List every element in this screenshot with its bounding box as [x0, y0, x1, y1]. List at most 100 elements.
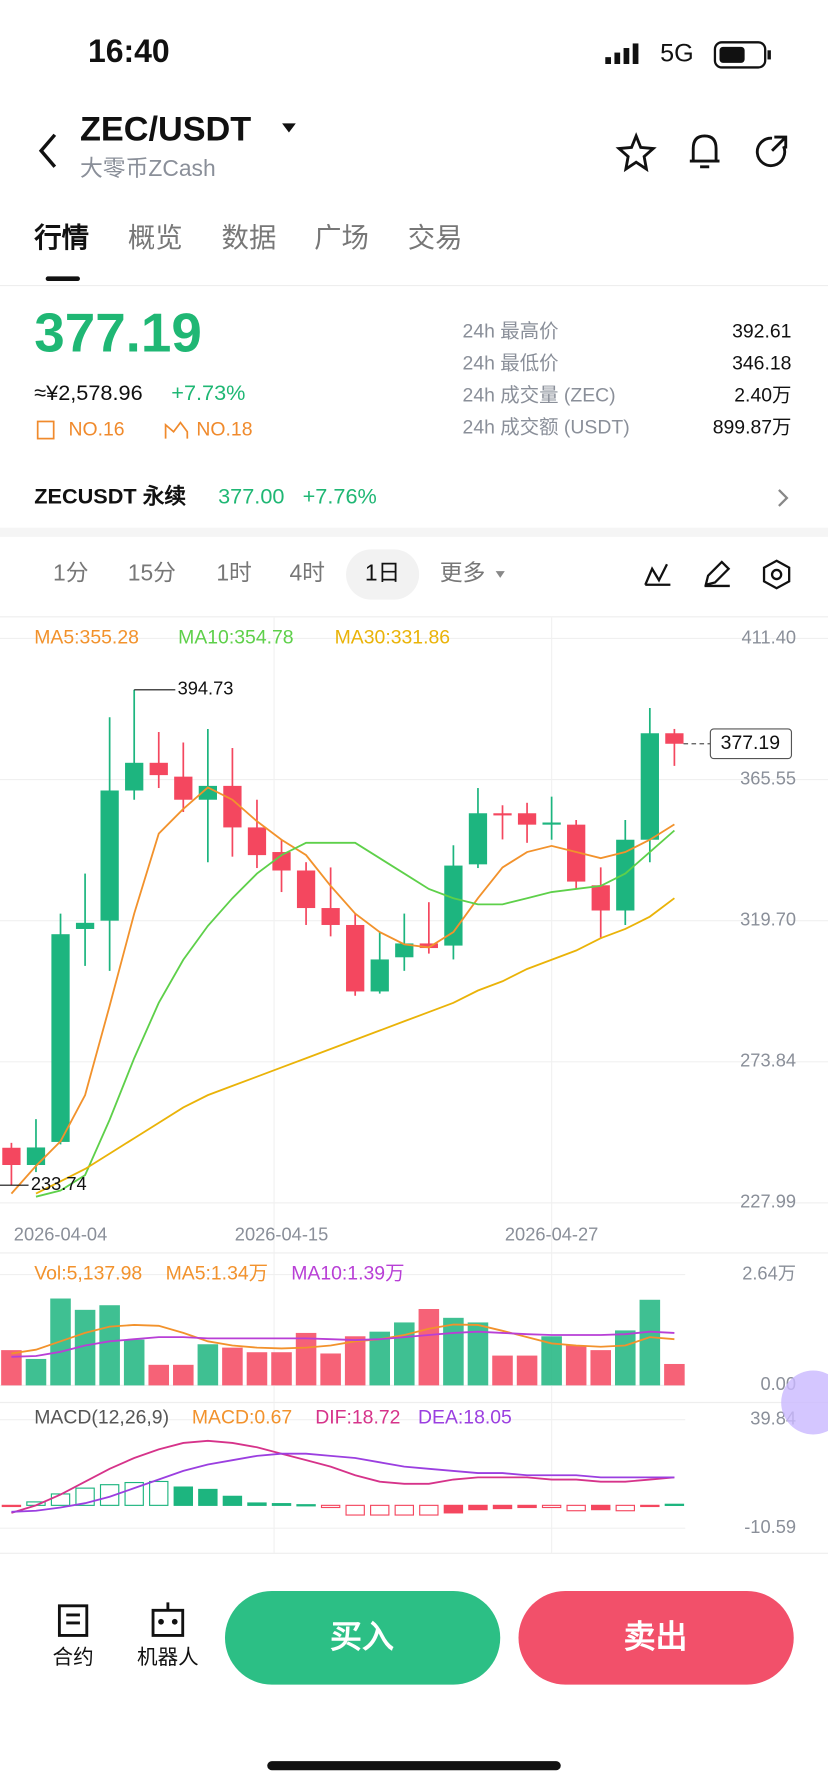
pair-dropdown[interactable] [282, 123, 296, 133]
last-price-label: 377.19 [721, 732, 780, 754]
last-price: 377.19 [34, 301, 202, 363]
volume-bar [173, 1364, 194, 1386]
back-button[interactable] [38, 133, 57, 168]
tab[interactable]: 数据 [222, 222, 277, 253]
assistant-bubble[interactable] [781, 1370, 828, 1435]
more-dropdown[interactable] [495, 571, 505, 578]
interval[interactable]: 1日 [365, 560, 401, 586]
contract-icon[interactable] [57, 1604, 89, 1637]
macd-bar [468, 1504, 488, 1511]
macd-bar [664, 1503, 685, 1506]
price-change: +7.73% [171, 380, 245, 405]
macd-bar [419, 1504, 439, 1516]
robot-icon[interactable] [151, 1602, 185, 1637]
candle-body [296, 870, 316, 909]
candle-body [2, 1147, 21, 1166]
contract-label[interactable]: 合约 [53, 1646, 94, 1669]
coin-name: 大零币ZCash [80, 155, 216, 181]
volume-bar [123, 1339, 145, 1386]
volume-bar [271, 1352, 292, 1386]
cny-price: ≈¥2,578.96 [34, 380, 142, 405]
settings-icon[interactable] [762, 559, 791, 590]
volume-bar [369, 1331, 391, 1386]
legend-entry: MA30:331.86 [335, 627, 450, 649]
candle-body [149, 762, 168, 776]
x-tick-label: 2026-04-04 [14, 1224, 107, 1245]
interval[interactable]: 1分 [53, 560, 89, 586]
volume-bar [320, 1353, 341, 1386]
interval[interactable]: 1时 [216, 560, 252, 586]
rank-icon [164, 421, 189, 439]
macd-bar [591, 1504, 611, 1511]
macd-bar [271, 1503, 292, 1506]
tab[interactable]: 概览 [128, 222, 183, 253]
network-label: 5G [660, 40, 694, 68]
macd-bar [1, 1504, 22, 1508]
candle-body [51, 934, 70, 1142]
battery-icon [713, 41, 771, 69]
candle-body [223, 785, 242, 828]
macd-bar [640, 1504, 660, 1508]
volume-bar [639, 1299, 661, 1386]
stat-value: 2.40万 [734, 384, 791, 406]
volume-bar [25, 1358, 47, 1386]
macd-bar [247, 1502, 267, 1506]
tab[interactable]: 行情 [33, 222, 89, 253]
perpetual-price: 377.00 [218, 484, 284, 509]
indicator-line [35, 829, 675, 1198]
volume-bar [492, 1355, 513, 1386]
interval[interactable]: 更多 [440, 560, 486, 586]
candle-body [174, 776, 193, 800]
stat-value: 899.87万 [713, 416, 792, 438]
pair-title[interactable]: ZEC/USDT [80, 110, 251, 148]
legend-entry: DIF:18.72 [315, 1407, 400, 1429]
macd-bar [173, 1486, 194, 1506]
sell-label[interactable]: 卖出 [624, 1618, 688, 1654]
macd-bar [541, 1504, 562, 1509]
rank[interactable]: NO.18 [196, 419, 252, 441]
home-indicator [267, 1761, 561, 1771]
sell-button[interactable] [518, 1590, 794, 1685]
interval[interactable]: 15分 [128, 560, 176, 586]
candle-body [272, 852, 291, 871]
candle-body [493, 813, 512, 816]
candle-body [370, 959, 389, 992]
volume-bar [222, 1347, 243, 1386]
macd-bar [443, 1504, 464, 1514]
indicator-icon[interactable] [644, 563, 671, 586]
candle-body [468, 813, 488, 865]
chevron[interactable] [778, 489, 789, 507]
stat-value: 346.18 [732, 352, 791, 374]
settings-icon [770, 568, 783, 581]
tab[interactable]: 交易 [408, 222, 463, 253]
robot-label[interactable]: 机器人 [137, 1646, 199, 1669]
stat-value: 392.61 [732, 321, 791, 343]
y-tick-label: 273.84 [740, 1050, 796, 1071]
draw-icon[interactable] [704, 560, 731, 588]
volume-bar [467, 1322, 489, 1386]
legend-entry: DEA:18.05 [418, 1407, 512, 1429]
volume-bar [148, 1364, 170, 1386]
alert-icon[interactable] [689, 134, 720, 169]
buy-button[interactable] [224, 1590, 501, 1685]
perpetual-name[interactable]: ZECUSDT 永续 [34, 484, 186, 509]
favorite-icon[interactable] [615, 132, 657, 173]
share-icon[interactable] [755, 135, 788, 168]
macd-bar [50, 1493, 71, 1506]
legend-entry: MA10:1.39万 [291, 1263, 404, 1285]
volume-bar [1, 1350, 22, 1386]
volume-bar [615, 1330, 636, 1386]
volume-bar [344, 1336, 366, 1386]
interval[interactable]: 4时 [289, 560, 325, 586]
volume-bar [394, 1322, 415, 1386]
macd-bar [320, 1504, 341, 1509]
buy-label[interactable]: 买入 [330, 1618, 394, 1654]
rank[interactable]: NO.16 [69, 419, 125, 441]
tab[interactable]: 广场 [314, 222, 369, 253]
macd-bar [99, 1484, 120, 1506]
x-tick-label: 2026-04-27 [505, 1224, 598, 1245]
macd-bar [492, 1504, 513, 1510]
perpetual-change: +7.76% [303, 484, 377, 509]
macd-bar [566, 1504, 586, 1512]
volume-bar [516, 1355, 538, 1386]
